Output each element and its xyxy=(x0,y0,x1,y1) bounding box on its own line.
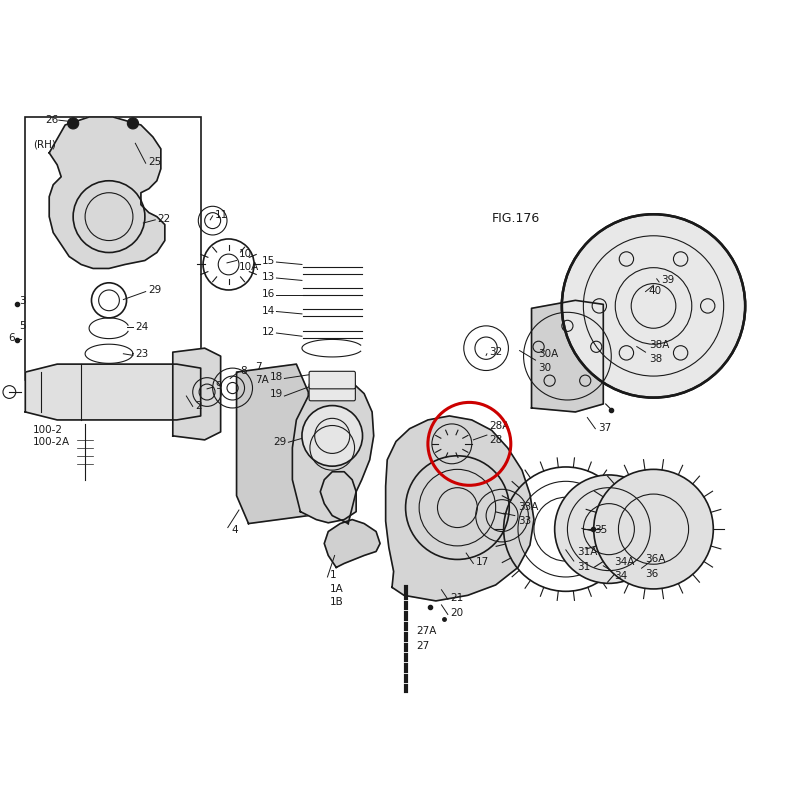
Text: 33: 33 xyxy=(518,516,531,526)
Text: 15: 15 xyxy=(262,256,275,266)
Text: 21: 21 xyxy=(450,593,463,602)
Polygon shape xyxy=(173,348,221,440)
Text: 11: 11 xyxy=(215,210,228,220)
Text: 34: 34 xyxy=(614,571,628,581)
Text: 19: 19 xyxy=(270,390,283,399)
Bar xyxy=(26,117,201,380)
Text: 100-2A: 100-2A xyxy=(34,438,70,447)
Text: 35: 35 xyxy=(594,525,608,535)
Text: 29: 29 xyxy=(274,438,286,447)
FancyBboxPatch shape xyxy=(309,371,355,389)
Text: 28A: 28A xyxy=(490,421,510,430)
Text: 12: 12 xyxy=(262,327,275,338)
Text: 34A: 34A xyxy=(614,557,635,567)
Polygon shape xyxy=(324,519,380,567)
Text: 16: 16 xyxy=(262,289,275,299)
Text: 14: 14 xyxy=(262,306,275,316)
Polygon shape xyxy=(292,378,374,522)
Text: 36: 36 xyxy=(645,569,658,578)
Text: 1B: 1B xyxy=(330,598,343,607)
Text: 10A: 10A xyxy=(239,262,259,272)
Text: 17: 17 xyxy=(476,557,489,567)
Text: 33A: 33A xyxy=(518,502,538,512)
Circle shape xyxy=(127,118,138,129)
Polygon shape xyxy=(531,300,603,412)
Circle shape xyxy=(594,470,714,589)
Text: 1A: 1A xyxy=(330,584,343,594)
Polygon shape xyxy=(386,416,534,601)
Text: 22: 22 xyxy=(158,214,171,224)
Text: 32: 32 xyxy=(490,347,502,357)
Text: FIG.176: FIG.176 xyxy=(492,212,540,225)
Text: 37: 37 xyxy=(598,423,611,433)
Text: 29: 29 xyxy=(148,285,162,295)
Text: 30: 30 xyxy=(538,363,551,373)
FancyBboxPatch shape xyxy=(309,383,355,401)
Text: 7: 7 xyxy=(255,362,262,371)
Text: 26: 26 xyxy=(46,115,58,125)
Circle shape xyxy=(562,214,745,398)
Polygon shape xyxy=(320,472,356,523)
Text: 4: 4 xyxy=(231,525,238,535)
Text: 2: 2 xyxy=(195,401,202,410)
Text: 30A: 30A xyxy=(538,349,558,358)
Text: 13: 13 xyxy=(262,272,275,282)
Text: 36A: 36A xyxy=(645,554,665,565)
Text: 23: 23 xyxy=(135,349,149,358)
Text: 27: 27 xyxy=(416,641,429,650)
Polygon shape xyxy=(26,364,201,420)
Polygon shape xyxy=(237,364,308,523)
Text: 27A: 27A xyxy=(416,626,436,636)
Text: 39: 39 xyxy=(662,275,674,286)
Text: 9: 9 xyxy=(215,382,222,391)
Text: (RH): (RH) xyxy=(34,140,56,150)
Text: 18: 18 xyxy=(270,372,283,382)
Text: 5: 5 xyxy=(19,321,26,331)
Polygon shape xyxy=(50,117,165,269)
Text: 100-2: 100-2 xyxy=(34,426,63,435)
Text: 31A: 31A xyxy=(577,547,598,558)
Circle shape xyxy=(67,118,78,129)
Text: 31: 31 xyxy=(577,562,590,572)
Circle shape xyxy=(554,475,663,583)
Text: 1: 1 xyxy=(330,570,337,580)
Text: 8: 8 xyxy=(241,366,247,375)
Text: 24: 24 xyxy=(135,322,149,332)
Text: 7A: 7A xyxy=(255,375,269,385)
Text: 20: 20 xyxy=(450,608,463,618)
Text: 38: 38 xyxy=(649,354,662,364)
Text: 25: 25 xyxy=(148,158,162,167)
Text: 38A: 38A xyxy=(649,340,669,350)
Text: 3: 3 xyxy=(19,296,26,306)
Text: 6: 6 xyxy=(8,333,14,343)
Text: 28: 28 xyxy=(490,435,502,445)
Text: 40: 40 xyxy=(649,286,662,296)
Text: 10: 10 xyxy=(239,249,252,259)
Circle shape xyxy=(302,406,362,466)
